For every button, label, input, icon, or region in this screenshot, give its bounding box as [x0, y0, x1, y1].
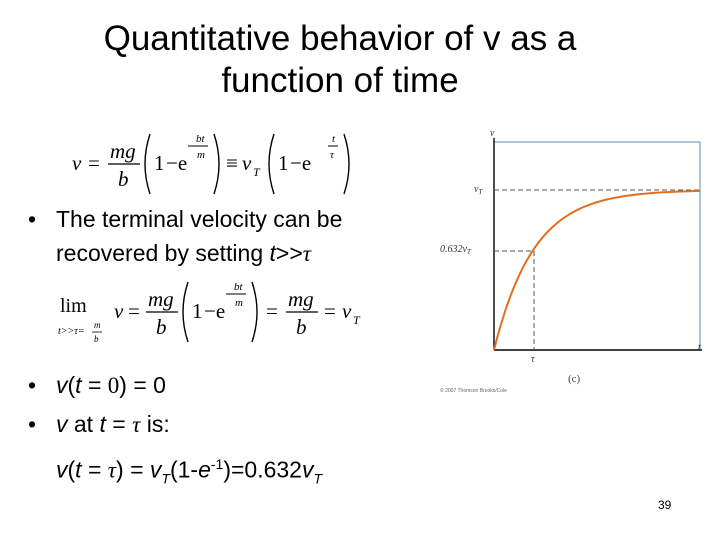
bullet-dot: •: [28, 206, 37, 232]
panel-label: (c): [568, 373, 581, 385]
eq1-equals: =: [88, 151, 100, 175]
bullet-dot: •: [28, 372, 37, 398]
eq1-exp-tau: τ: [330, 149, 335, 161]
eq2-lim-sub-m: m: [94, 320, 101, 330]
eq1-b: b: [118, 167, 129, 191]
graph-panel-border: [493, 141, 701, 351]
bullet-v-at-zero: • v(t = 0) = 0: [28, 370, 428, 400]
eq2-mg: mg: [148, 287, 174, 311]
bullet-dot: •: [28, 411, 37, 437]
eq2-equals-3: =: [324, 299, 336, 323]
eq2-mg-2: mg: [288, 287, 314, 311]
eq1-v: v: [72, 151, 82, 175]
eq1-minus-e-b: −e: [290, 151, 311, 175]
eq2-one: 1: [192, 299, 203, 323]
eq2-vt-v: v: [342, 299, 352, 323]
eq1-one: 1: [154, 151, 165, 175]
bullet-terminal-velocity: • The terminal velocity can be recovered…: [28, 204, 438, 268]
eq1-equiv: ≡: [226, 151, 238, 175]
eq1-exp-t: t: [332, 133, 336, 145]
bullet-3-result: v(t = τ) = vT(1-e-1)=0.632vT: [56, 456, 323, 487]
eq2-equals: =: [128, 299, 140, 323]
title-line-1: Quantitative behavior of v as a: [103, 19, 577, 58]
velocity-curve: [493, 189, 701, 351]
eq1-exp-m: m: [197, 149, 205, 161]
eq1-exp-bt: bt: [196, 133, 206, 145]
eq1-vt-sub: T: [253, 165, 261, 179]
graph-credit: © 2007 Thomson Brooks/Cole: [440, 387, 507, 394]
eq1-vt-v: v: [242, 151, 252, 175]
eq2-lim: lim: [60, 295, 87, 317]
eq1-one-b: 1: [278, 151, 289, 175]
eq2-lim-sub: t>>τ=: [58, 326, 85, 337]
equation-limit: lim t>>τ= m b v = mg b 1 −e bt m = mg b …: [58, 281, 361, 344]
t-axis-label: t: [698, 342, 701, 353]
bullet-3-text: v at t = τ is:: [56, 411, 170, 437]
bullet-1-line-1: The terminal velocity can be: [56, 206, 343, 232]
velocity-time-graph: v vT 0.632vT τ t (c) © 2007 Thomson Broo…: [440, 128, 702, 394]
eq2-minus-e: −e: [204, 299, 225, 323]
page-number: 39: [658, 498, 672, 512]
eq2-exp-bt: bt: [234, 281, 244, 293]
eq2-b: b: [156, 315, 167, 339]
eq2-b-2: b: [296, 315, 307, 339]
0632-label: 0.632vT: [440, 244, 472, 256]
eq2-v: v: [114, 299, 124, 323]
eq1-mg: mg: [110, 139, 136, 163]
title-line-2: function of time: [221, 61, 459, 100]
eq1-minus-e: −e: [166, 151, 187, 175]
tau-label: τ: [531, 354, 535, 365]
slide-title: Quantitative behavior of v as a function…: [40, 18, 640, 102]
y-axis-label: v: [490, 128, 495, 139]
bullet-1-line-2: recovered by setting t>>τ: [56, 240, 312, 266]
eq2-equals-2: =: [266, 299, 278, 323]
eq2-vt-sub: T: [353, 313, 361, 327]
bullet-2-text: v(t = 0) = 0: [56, 372, 166, 398]
vt-label: vT: [474, 184, 483, 196]
eq2-lim-sub-b: b: [94, 334, 99, 344]
equation-terminal-velocity: v = mg b 1 −e bt m ≡ v T 1 −e t τ: [72, 133, 350, 195]
bullet-v-at-tau: • v at t = τ is:: [28, 409, 428, 439]
eq2-exp-m: m: [235, 297, 243, 309]
